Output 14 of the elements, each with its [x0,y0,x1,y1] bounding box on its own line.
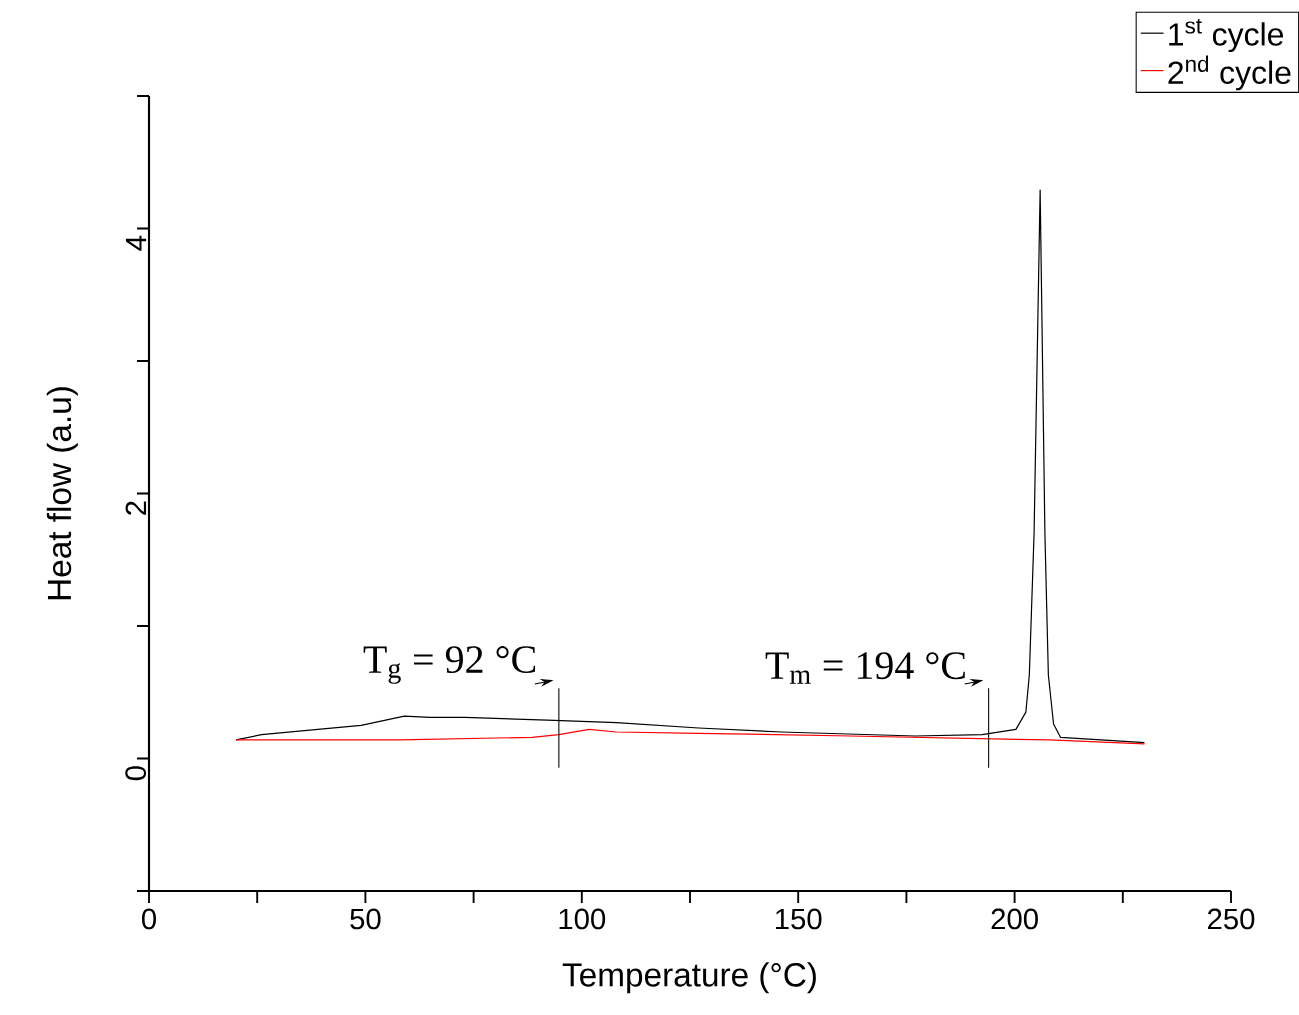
x-tick-label: 200 [991,908,1038,930]
y-tick-label: 0 [125,766,147,781]
y-axis-title: Heat flow (a.u) [46,387,78,600]
x-tick-label: 50 [350,908,381,930]
x-tick-label: 250 [1208,908,1255,930]
legend-label: 2$^{nd}$ cycle [1168,55,1291,91]
x-tick-label: 150 [775,908,822,930]
legend-label: 1$^{st}$ cycle [1169,18,1284,53]
x-axis-title: Temperature (°C) [562,962,816,994]
y-tick-label: 2 [125,501,147,515]
annotation: T$_{g}$ = 92 °C [363,646,536,684]
y-tick-label: 4 [125,235,147,251]
x-tick-label: 100 [559,908,606,930]
annotation: T$_{m}$ = 194 °C [765,652,965,684]
